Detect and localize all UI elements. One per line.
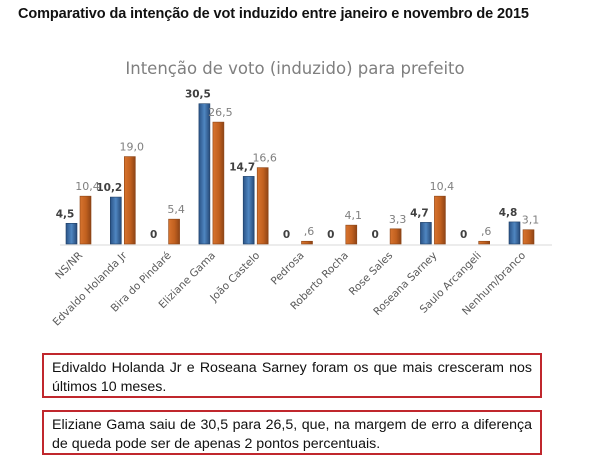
value-label-janeiro: 4,8 [499,207,518,219]
value-label-janeiro: 0 [460,229,467,241]
bar-novembro [301,240,313,245]
annotation-box-growth: Edivaldo Holanda Jr e Roseana Sarney for… [42,353,542,398]
bar-janeiro [508,221,521,245]
value-label-novembro: 19,0 [120,141,145,154]
bar-novembro [522,229,535,245]
bar-janeiro [242,176,255,245]
bar-novembro [168,218,180,245]
annotation-box-decline: Eliziane Gama saiu de 30,5 para 26,5, qu… [42,410,542,455]
value-label-novembro: 10,4 [430,180,455,193]
value-label-janeiro: 4,5 [56,208,75,220]
value-label-novembro: ,6 [481,225,492,238]
x-tick-label: Pedrosa [269,250,307,288]
value-label-janeiro: 0 [327,229,334,241]
bar-chart: Intenção de voto (induzido) para prefeit… [51,59,552,328]
value-label-janeiro: 0 [150,229,157,241]
value-label-novembro: 26,5 [208,106,233,119]
value-label-janeiro: 10,2 [96,182,122,194]
value-label-janeiro: 4,7 [410,207,429,219]
bar-novembro [434,195,446,245]
bar-novembro [389,228,402,245]
value-label-novembro: 3,3 [389,213,407,226]
bar-novembro [79,195,92,245]
bar-novembro [212,121,225,245]
x-tick-label: Edvaldo Holanda Jr [51,249,130,328]
value-label-novembro: 10,4 [75,180,100,193]
x-tick-label: Rose Sales [347,250,395,298]
bar-janeiro [110,196,122,245]
value-label-novembro: 5,4 [167,203,185,216]
value-label-novembro: ,6 [304,225,315,238]
bar-janeiro [198,103,211,245]
bar-novembro [256,167,269,245]
value-label-novembro: 3,1 [522,214,540,227]
x-tick-label: NS/NR [53,250,85,282]
bar-janeiro [420,222,432,245]
bar-novembro [478,240,491,245]
value-label-janeiro: 0 [283,229,290,241]
value-label-novembro: 4,1 [345,209,363,222]
bar-novembro [345,224,358,245]
value-label-janeiro: 0 [371,229,378,241]
chart-title: Intenção de voto (induzido) para prefeit… [125,59,464,78]
bar-janeiro [65,223,78,245]
value-label-janeiro: 30,5 [185,89,211,101]
page-heading: Comparativo da intenção de vot induzido … [18,6,529,22]
value-label-novembro: 16,6 [252,152,277,165]
bar-novembro [124,156,136,245]
value-label-janeiro: 14,7 [229,161,255,173]
